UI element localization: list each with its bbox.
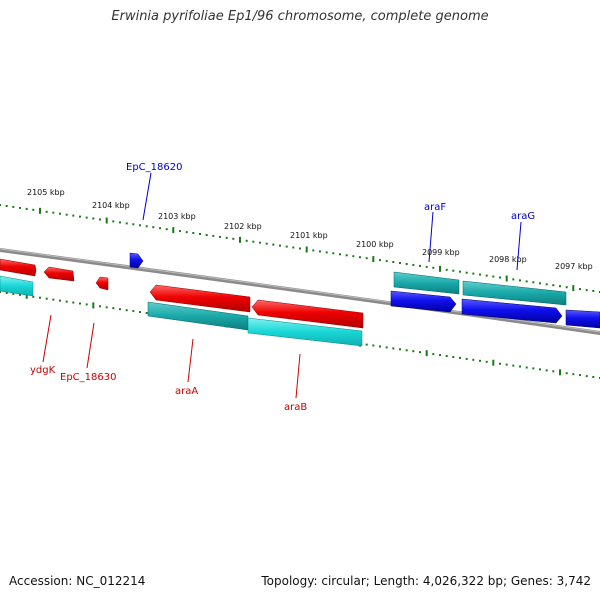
cds-feature[interactable] [0,275,34,297]
genome-summary: Topology: circular; Length: 4,026,322 bp… [261,574,591,588]
genes-track-top [0,252,600,329]
gene-label[interactable]: ydgK [30,365,56,376]
gene-labels: EpC_18620 araF araG ydgK EpC_18630 araA … [30,162,535,413]
gene-label[interactable]: araB [284,402,307,413]
gene-feature[interactable] [0,258,37,277]
gene-feature[interactable] [43,266,75,282]
scale-label: 2098 kbp [489,255,527,264]
cds-feature[interactable] [393,271,460,295]
gene-label[interactable]: EpC_18620 [126,162,182,173]
gene-feature[interactable] [95,276,109,291]
leader-line [187,338,194,383]
leader-line [86,322,95,369]
scale-label: 2101 kbp [290,231,328,240]
leader-line [295,353,301,399]
gene-label[interactable]: EpC_18630 [60,372,116,383]
chromosome-backbone [0,248,600,335]
gene-label[interactable]: araG [511,211,535,222]
gene-label[interactable]: araA [175,386,198,397]
scale-label: 2102 kbp [224,222,262,231]
gene-label-leaders [42,172,522,399]
gene-label[interactable]: araF [424,202,446,213]
accession-label: Accession: NC_012214 [9,574,146,588]
gene-araF[interactable] [390,290,457,313]
scale-label: 2099 kbp [422,248,460,257]
cds-feature[interactable] [462,280,567,306]
gene-araB[interactable] [251,299,364,329]
scale-label: 2105 kbp [27,188,65,197]
leader-line [142,172,152,221]
leader-line [516,221,522,271]
cds-track [0,271,567,347]
scale-label: 2097 kbp [555,262,593,271]
gene-feature[interactable] [565,309,600,329]
gene-araG[interactable] [461,298,563,324]
scale-label: 2100 kbp [356,240,394,249]
gene-ydgK-araA[interactable] [149,284,251,313]
leader-line [42,314,52,363]
upper-scale-track [0,204,600,293]
scale-label: 2104 kbp [92,201,130,210]
chromosome-backbone-highlight [0,248,600,333]
page-title: Erwinia pyrifoliae Ep1/96 chromosome, co… [111,9,489,24]
leader-line [428,211,434,263]
scale-labels: 2105 kbp 2104 kbp 2103 kbp 2102 kbp 2101… [27,188,593,271]
cds-feature[interactable] [247,317,363,347]
gene-EpC_18620[interactable] [129,252,144,269]
scale-label: 2103 kbp [158,212,196,221]
